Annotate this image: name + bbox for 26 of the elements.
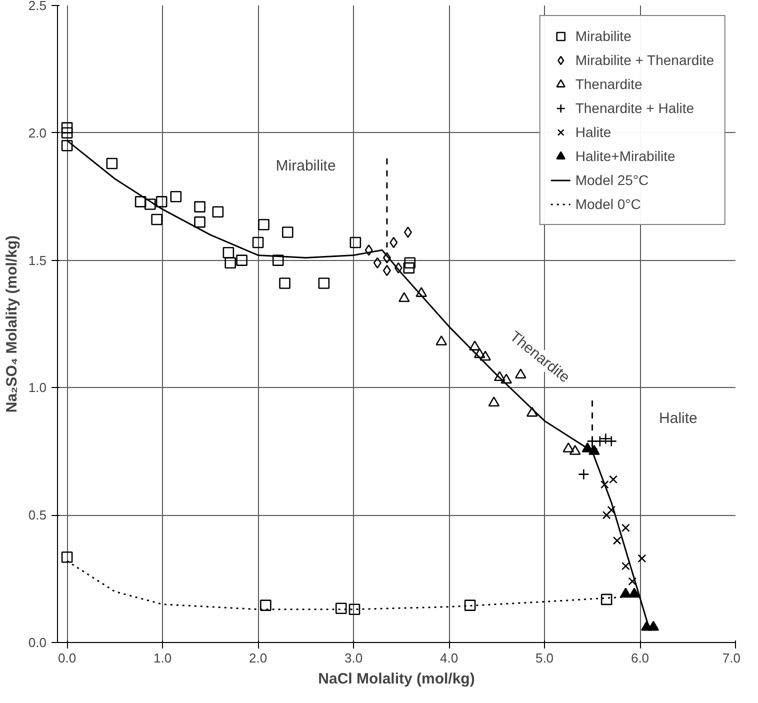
- y-tick-label: 2.5: [28, 0, 47, 13]
- legend-label: Thenardite + Halite: [575, 100, 694, 116]
- legend-label: Halite+Mirabilite: [575, 148, 676, 164]
- annotation: Halite: [659, 410, 698, 427]
- y-tick-label: 2.0: [28, 125, 47, 140]
- y-axis-title: Na₂SO₄ Molality (mol/kg): [3, 235, 20, 413]
- legend-label: Model 0°C: [575, 196, 641, 212]
- y-tick-label: 1.0: [28, 380, 47, 396]
- y-tick-label: 1.5: [28, 252, 47, 268]
- x-tick-label: 6.0: [630, 650, 650, 666]
- x-tick-label: 1.0: [154, 650, 172, 666]
- x-tick-label: 3.0: [344, 650, 363, 666]
- x-tick-label: 2.0: [249, 650, 268, 666]
- legend-label: Mirabilite: [575, 28, 632, 44]
- x-tick-label: 5.0: [535, 650, 554, 666]
- legend-label: Halite: [575, 124, 612, 140]
- legend-label: Mirabilite + Thenardite: [575, 52, 714, 68]
- x-tick-label: 0.0: [58, 650, 76, 666]
- y-tick-label: 0.5: [28, 508, 47, 523]
- legend-label: Thenardite: [575, 76, 642, 92]
- legend-label: Model 25°C: [575, 172, 649, 188]
- annotation: Mirabilite: [276, 158, 336, 175]
- y-tick-label: 0.0: [28, 635, 47, 650]
- x-tick-label: 4.0: [440, 650, 458, 666]
- x-axis-title: NaCl Molality (mol/kg): [318, 670, 475, 688]
- x-tick-label: 7.0: [722, 650, 741, 666]
